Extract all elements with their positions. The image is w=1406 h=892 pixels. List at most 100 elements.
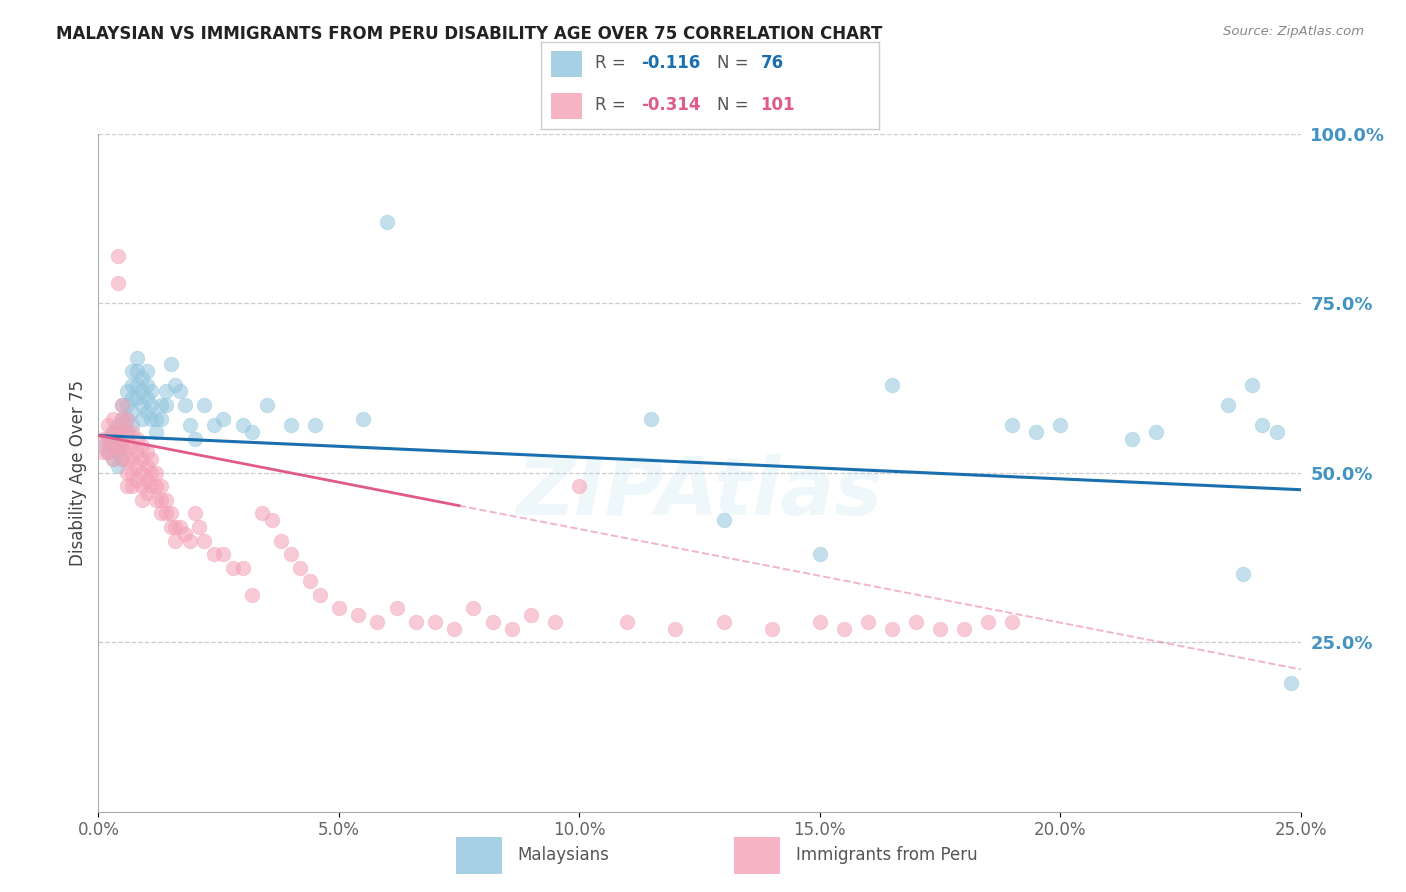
Point — [101, 452, 124, 467]
Point — [107, 432, 129, 446]
Point — [135, 486, 157, 500]
Point — [347, 608, 370, 623]
Point — [131, 479, 153, 493]
Point — [298, 574, 321, 589]
Point — [125, 432, 148, 446]
Point — [308, 588, 330, 602]
Point — [664, 622, 686, 636]
Point — [222, 560, 245, 574]
Point — [145, 466, 167, 480]
Point — [212, 411, 235, 425]
Point — [155, 492, 177, 507]
Point — [111, 411, 134, 425]
Point — [159, 520, 181, 534]
Point — [1001, 418, 1024, 433]
Text: MALAYSIAN VS IMMIGRANTS FROM PERU DISABILITY AGE OVER 75 CORRELATION CHART: MALAYSIAN VS IMMIGRANTS FROM PERU DISABI… — [56, 25, 883, 43]
Point — [169, 520, 191, 534]
Point — [202, 418, 225, 433]
Point — [544, 615, 567, 629]
Point — [125, 458, 148, 473]
Point — [1241, 377, 1264, 392]
Point — [856, 615, 879, 629]
Point — [117, 425, 139, 439]
Point — [121, 377, 143, 392]
Point — [101, 452, 124, 467]
Point — [1279, 676, 1302, 690]
Point — [117, 425, 139, 439]
Y-axis label: Disability Age Over 75: Disability Age Over 75 — [69, 380, 87, 566]
Point — [131, 371, 153, 385]
Point — [121, 405, 143, 419]
Point — [131, 384, 153, 399]
Text: 76: 76 — [761, 54, 783, 72]
Point — [179, 533, 201, 548]
Point — [328, 601, 350, 615]
Point — [135, 458, 157, 473]
Point — [117, 479, 139, 493]
Point — [155, 507, 177, 521]
Point — [423, 615, 446, 629]
Point — [481, 615, 503, 629]
Point — [304, 418, 326, 433]
Point — [977, 615, 1000, 629]
Text: 101: 101 — [761, 96, 796, 114]
Point — [141, 384, 163, 399]
Point — [713, 615, 735, 629]
Bar — [456, 837, 502, 874]
Point — [125, 377, 148, 392]
Point — [107, 445, 129, 459]
Point — [117, 398, 139, 412]
Point — [111, 452, 134, 467]
Point — [953, 622, 976, 636]
Point — [159, 507, 181, 521]
Point — [640, 411, 662, 425]
Point — [111, 425, 134, 439]
Point — [121, 391, 143, 405]
Point — [212, 547, 235, 561]
Point — [568, 479, 591, 493]
Point — [111, 411, 134, 425]
Point — [131, 439, 153, 453]
Point — [1144, 425, 1167, 439]
Point — [107, 458, 129, 473]
Point — [443, 622, 465, 636]
Point — [111, 398, 134, 412]
Point — [125, 351, 148, 365]
Point — [131, 492, 153, 507]
Point — [232, 418, 254, 433]
Text: Malaysians: Malaysians — [517, 847, 609, 864]
Point — [188, 520, 211, 534]
Point — [1232, 567, 1254, 582]
Point — [107, 249, 129, 263]
Point — [97, 445, 120, 459]
Point — [1121, 432, 1143, 446]
Point — [149, 507, 172, 521]
Point — [250, 507, 273, 521]
Point — [97, 432, 120, 446]
Text: N =: N = — [717, 54, 754, 72]
Text: Source: ZipAtlas.com: Source: ZipAtlas.com — [1223, 25, 1364, 38]
Point — [1001, 615, 1024, 629]
Point — [1218, 398, 1240, 412]
Point — [256, 398, 278, 412]
Point — [179, 418, 201, 433]
Point — [111, 439, 134, 453]
Point — [169, 384, 191, 399]
Point — [135, 405, 157, 419]
Point — [808, 547, 831, 561]
Point — [101, 439, 124, 453]
Point — [405, 615, 427, 629]
Point — [101, 425, 124, 439]
Point — [91, 432, 114, 446]
Point — [117, 439, 139, 453]
Point — [174, 398, 197, 412]
Point — [1049, 418, 1071, 433]
Text: -0.314: -0.314 — [641, 96, 700, 114]
Point — [141, 452, 163, 467]
Bar — [734, 837, 780, 874]
Point — [385, 601, 408, 615]
Point — [270, 533, 292, 548]
Point — [131, 398, 153, 412]
Point — [202, 547, 225, 561]
Point — [713, 513, 735, 527]
